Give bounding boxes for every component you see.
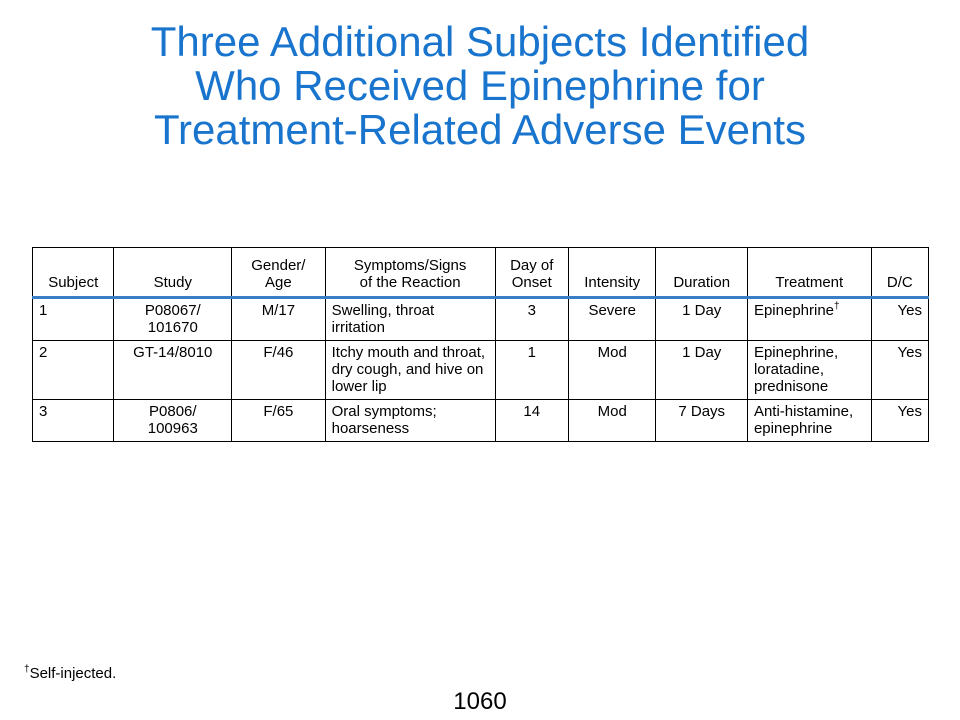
footnote-text: Self-injected. <box>29 665 117 682</box>
cell-treatment: Epinephrine† <box>746 297 872 341</box>
table-row: 3 P0806/ 100963 F/65 Oral symptoms; hoar… <box>31 399 930 442</box>
cell-study: P08067/ 101670 <box>113 297 233 341</box>
cell-treatment-text: Epinephrine <box>753 302 835 319</box>
cell-gender-age: M/17 <box>231 297 326 341</box>
cell-study-line-1: P08067/ <box>144 302 201 319</box>
table-header-row: Subject Study Gender/ Age Symptoms/Signs… <box>31 247 930 299</box>
title-line-2: Who Received Epinephrine for <box>195 62 765 109</box>
adverse-events-table: Subject Study Gender/ Age Symptoms/Signs… <box>31 247 930 442</box>
cell-intensity: Mod <box>567 340 657 400</box>
cell-study: GT-14/8010 <box>113 340 233 400</box>
header-onset-line-2: Onset <box>511 274 552 291</box>
cell-dc: Yes <box>870 340 930 400</box>
header-day-of-onset: Day of Onset <box>494 247 569 299</box>
cell-intensity: Mod <box>567 399 657 442</box>
cell-study: P0806/ 100963 <box>113 399 233 442</box>
header-dc: D/C <box>870 247 930 299</box>
cell-day-of-onset: 14 <box>494 399 569 442</box>
cell-study-line-1: P0806/ <box>149 403 197 420</box>
header-symptoms-line-2: of the Reaction <box>359 274 461 291</box>
header-symptoms-line-1: Symptoms/Signs <box>353 257 467 274</box>
header-treatment: Treatment <box>746 247 872 299</box>
cell-gender-age: F/46 <box>231 340 326 400</box>
cell-day-of-onset: 3 <box>494 297 569 341</box>
cell-symptoms: Swelling, throat irritation <box>324 297 496 341</box>
cell-duration: 7 Days <box>655 399 748 442</box>
footnote-dagger-mark: † <box>24 664 30 675</box>
header-subject: Subject <box>31 247 115 299</box>
cell-day-of-onset: 1 <box>494 340 569 400</box>
header-study: Study <box>113 247 233 299</box>
cell-dc: Yes <box>870 399 930 442</box>
dagger-mark: † <box>834 301 840 312</box>
header-gender-age-line-1: Gender/ <box>251 257 306 274</box>
cell-symptoms: Oral symptoms; hoarseness <box>324 399 496 442</box>
header-symptoms: Symptoms/Signs of the Reaction <box>324 247 496 299</box>
footnote: †Self-injected. <box>24 665 116 683</box>
table-row: 1 P08067/ 101670 M/17 Swelling, throat i… <box>31 297 930 341</box>
header-duration: Duration <box>655 247 748 299</box>
cell-subject: 2 <box>31 340 115 400</box>
cell-subject: 3 <box>31 399 115 442</box>
cell-dc: Yes <box>870 297 930 341</box>
cell-duration: 1 Day <box>655 340 748 400</box>
header-onset-line-1: Day of <box>510 257 554 274</box>
cell-study-line-2: 101670 <box>147 319 198 336</box>
slide-title: Three Additional Subjects Identified Who… <box>0 20 960 152</box>
title-line-1: Three Additional Subjects Identified <box>150 18 810 65</box>
cell-subject: 1 <box>31 297 115 341</box>
cell-symptoms: Itchy mouth and throat, dry cough, and h… <box>324 340 496 400</box>
cell-study-line-2: 100963 <box>147 420 198 437</box>
cell-study-line-1: GT-14/8010 <box>133 344 213 361</box>
header-gender-age: Gender/ Age <box>231 247 326 299</box>
header-gender-age-line-2: Age <box>265 274 292 291</box>
header-intensity: Intensity <box>567 247 657 299</box>
cell-treatment: Epinephrine, loratadine, prednisone <box>746 340 872 400</box>
cell-duration: 1 Day <box>655 297 748 341</box>
table-row: 2 GT-14/8010 F/46 Itchy mouth and throat… <box>31 340 930 400</box>
title-line-3: Treatment-Related Adverse Events <box>153 106 807 153</box>
page-number: 1060 <box>453 688 507 715</box>
cell-treatment: Anti-histamine, epinephrine <box>746 399 872 442</box>
cell-gender-age: F/65 <box>231 399 326 442</box>
cell-intensity: Severe <box>567 297 657 341</box>
